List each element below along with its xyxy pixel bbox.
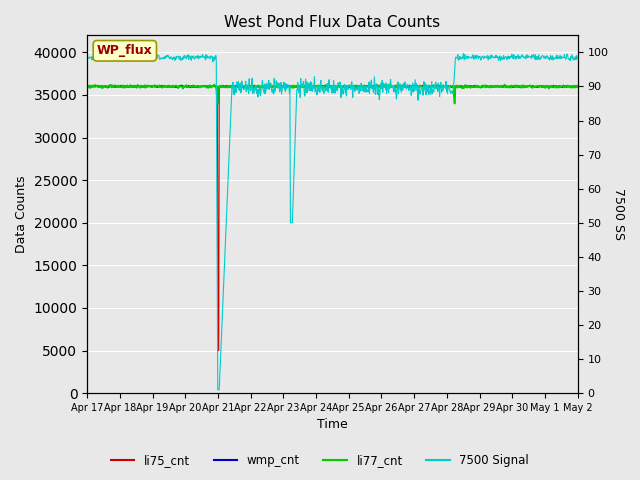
Legend: li75_cnt, wmp_cnt, li77_cnt, 7500 Signal: li75_cnt, wmp_cnt, li77_cnt, 7500 Signal [106,449,534,472]
Y-axis label: 7500 SS: 7500 SS [612,188,625,240]
Y-axis label: Data Counts: Data Counts [15,176,28,253]
X-axis label: Time: Time [317,419,348,432]
Text: WP_flux: WP_flux [97,44,153,57]
Title: West Pond Flux Data Counts: West Pond Flux Data Counts [224,15,440,30]
